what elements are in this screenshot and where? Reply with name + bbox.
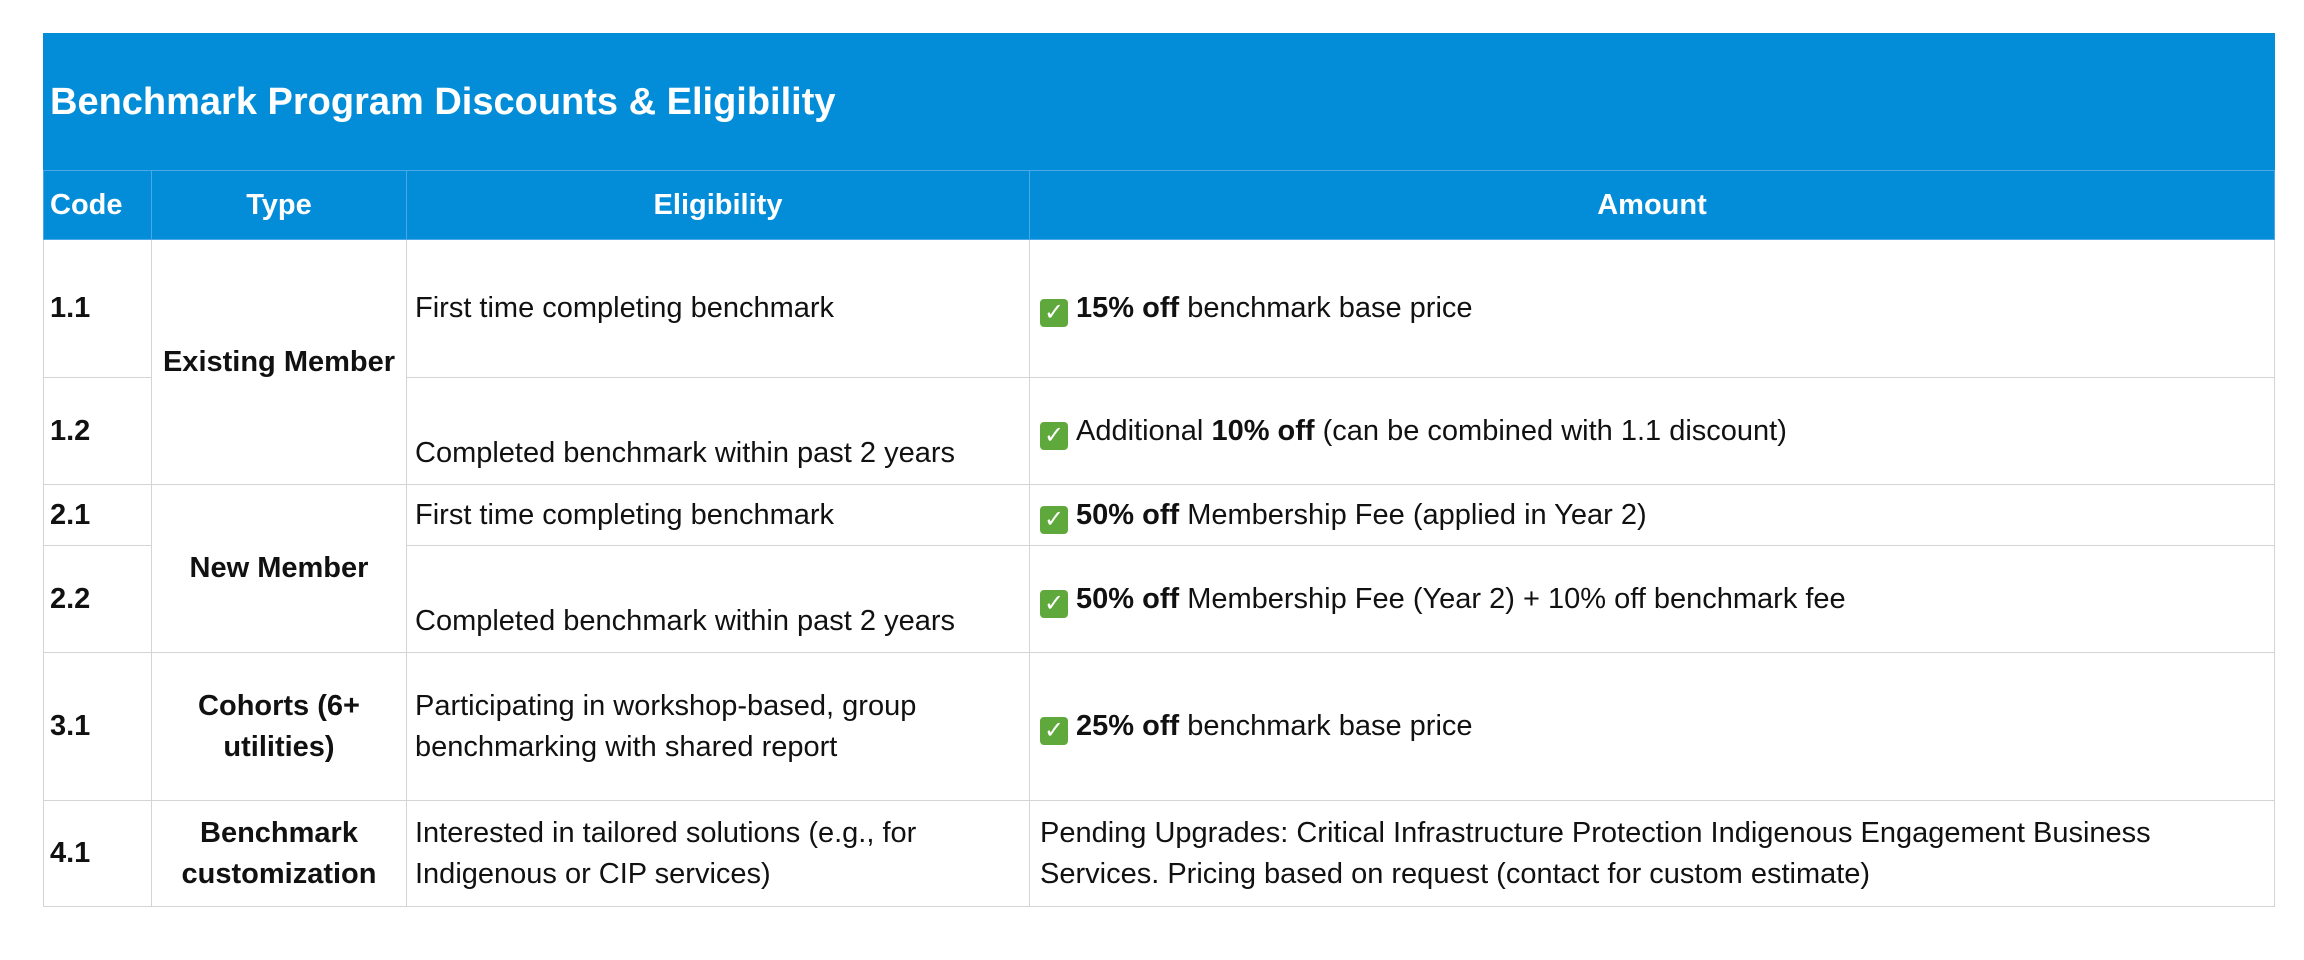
amount-discount: 10% off [1211, 414, 1315, 447]
table-row: 4.1 Benchmark customization Interested i… [43, 800, 2276, 907]
amount-text: Membership Fee (applied in Year 2) [1179, 498, 1647, 531]
amount-cell: ✓ 50% off Membership Fee (Year 2) + 10% o… [1028, 545, 2276, 653]
row-code: 2.2 [43, 545, 152, 653]
table-row: 3.1 Cohorts (6+ utilities) Participating… [43, 652, 2276, 801]
table-title: Benchmark Program Discounts & Eligibilit… [42, 33, 2276, 171]
type-cell-existing-member: Existing Member [151, 239, 407, 485]
discounts-table: Benchmark Program Discounts & Eligibilit… [42, 33, 2276, 907]
green-checkmark-icon: ✓ [1040, 421, 1068, 450]
amount-discount: 50% off [1076, 498, 1180, 531]
row-code: 2.1 [43, 484, 152, 546]
discounts-sheet: Benchmark Program Discounts & Eligibilit… [42, 33, 2276, 907]
table-row: 2.2 Completed benchmark within past 2 ye… [43, 545, 2276, 653]
row-code: 1.1 [43, 239, 152, 378]
column-header-code[interactable]: Code [43, 170, 152, 240]
row-code: 3.1 [43, 652, 152, 801]
amount-discount: 15% off [1076, 292, 1180, 324]
table-row: 1.1 Existing Member First time completin… [43, 239, 2276, 485]
amount-discount: 25% off [1076, 710, 1180, 742]
amount-text: benchmark base price [1179, 710, 1473, 742]
row-code: 4.1 [43, 800, 152, 907]
column-header-amount[interactable]: Amount [1028, 170, 2276, 240]
type-cell-cohorts: Cohorts (6+ utilities) [151, 652, 407, 801]
table-row: 2.1 New Member First time completing ben… [43, 484, 2276, 653]
green-checkmark-icon: ✓ [1040, 505, 1068, 534]
green-checkmark-icon: ✓ [1040, 589, 1068, 618]
column-header-type[interactable]: Type [151, 170, 407, 240]
amount-cell: ✓ 50% off Membership Fee (applied in Year… [1028, 484, 2276, 546]
eligibility-cell: First time completing benchmark [406, 484, 1030, 546]
eligibility-cell: Interested in tailored solutions (e.g., … [406, 800, 1030, 907]
amount-cell: Pending Upgrades: Critical Infrastructur… [1028, 800, 2276, 907]
eligibility-cell: Completed benchmark within past 2 years [406, 545, 1030, 653]
amount-discount: 50% off [1076, 582, 1180, 615]
title-row: Benchmark Program Discounts & Eligibilit… [42, 33, 2276, 171]
amount-cell: ✓ 25% off benchmark base price [1028, 652, 2276, 801]
eligibility-cell: First time completing benchmark [406, 239, 1030, 378]
row-code: 1.2 [43, 377, 152, 485]
header-row: Code Type Eligibility Amount [43, 170, 2276, 240]
amount-text: Membership Fee (Year 2) + 10% off benchm… [1179, 582, 1846, 615]
green-checkmark-icon: ✓ [1040, 299, 1068, 327]
amount-text: Additional [1076, 414, 1212, 447]
amount-cell: ✓ Additional 10% off (can be combined wit… [1028, 377, 2276, 485]
green-checkmark-icon: ✓ [1040, 717, 1068, 745]
column-header-eligibility[interactable]: Eligibility [406, 170, 1030, 240]
type-cell-new-member: New Member [151, 484, 407, 653]
type-cell-benchmark-customization: Benchmark customization [151, 800, 407, 907]
amount-cell: ✓ 15% off benchmark base price [1028, 239, 2276, 378]
table-row: 1.2 Completed benchmark within past 2 ye… [43, 377, 2276, 485]
amount-text: benchmark base price [1179, 292, 1473, 324]
eligibility-cell: Completed benchmark within past 2 years [406, 377, 1030, 485]
eligibility-cell: Participating in workshop-based, group b… [406, 652, 1030, 801]
amount-text: (can be combined with 1.1 discount) [1314, 414, 1787, 447]
